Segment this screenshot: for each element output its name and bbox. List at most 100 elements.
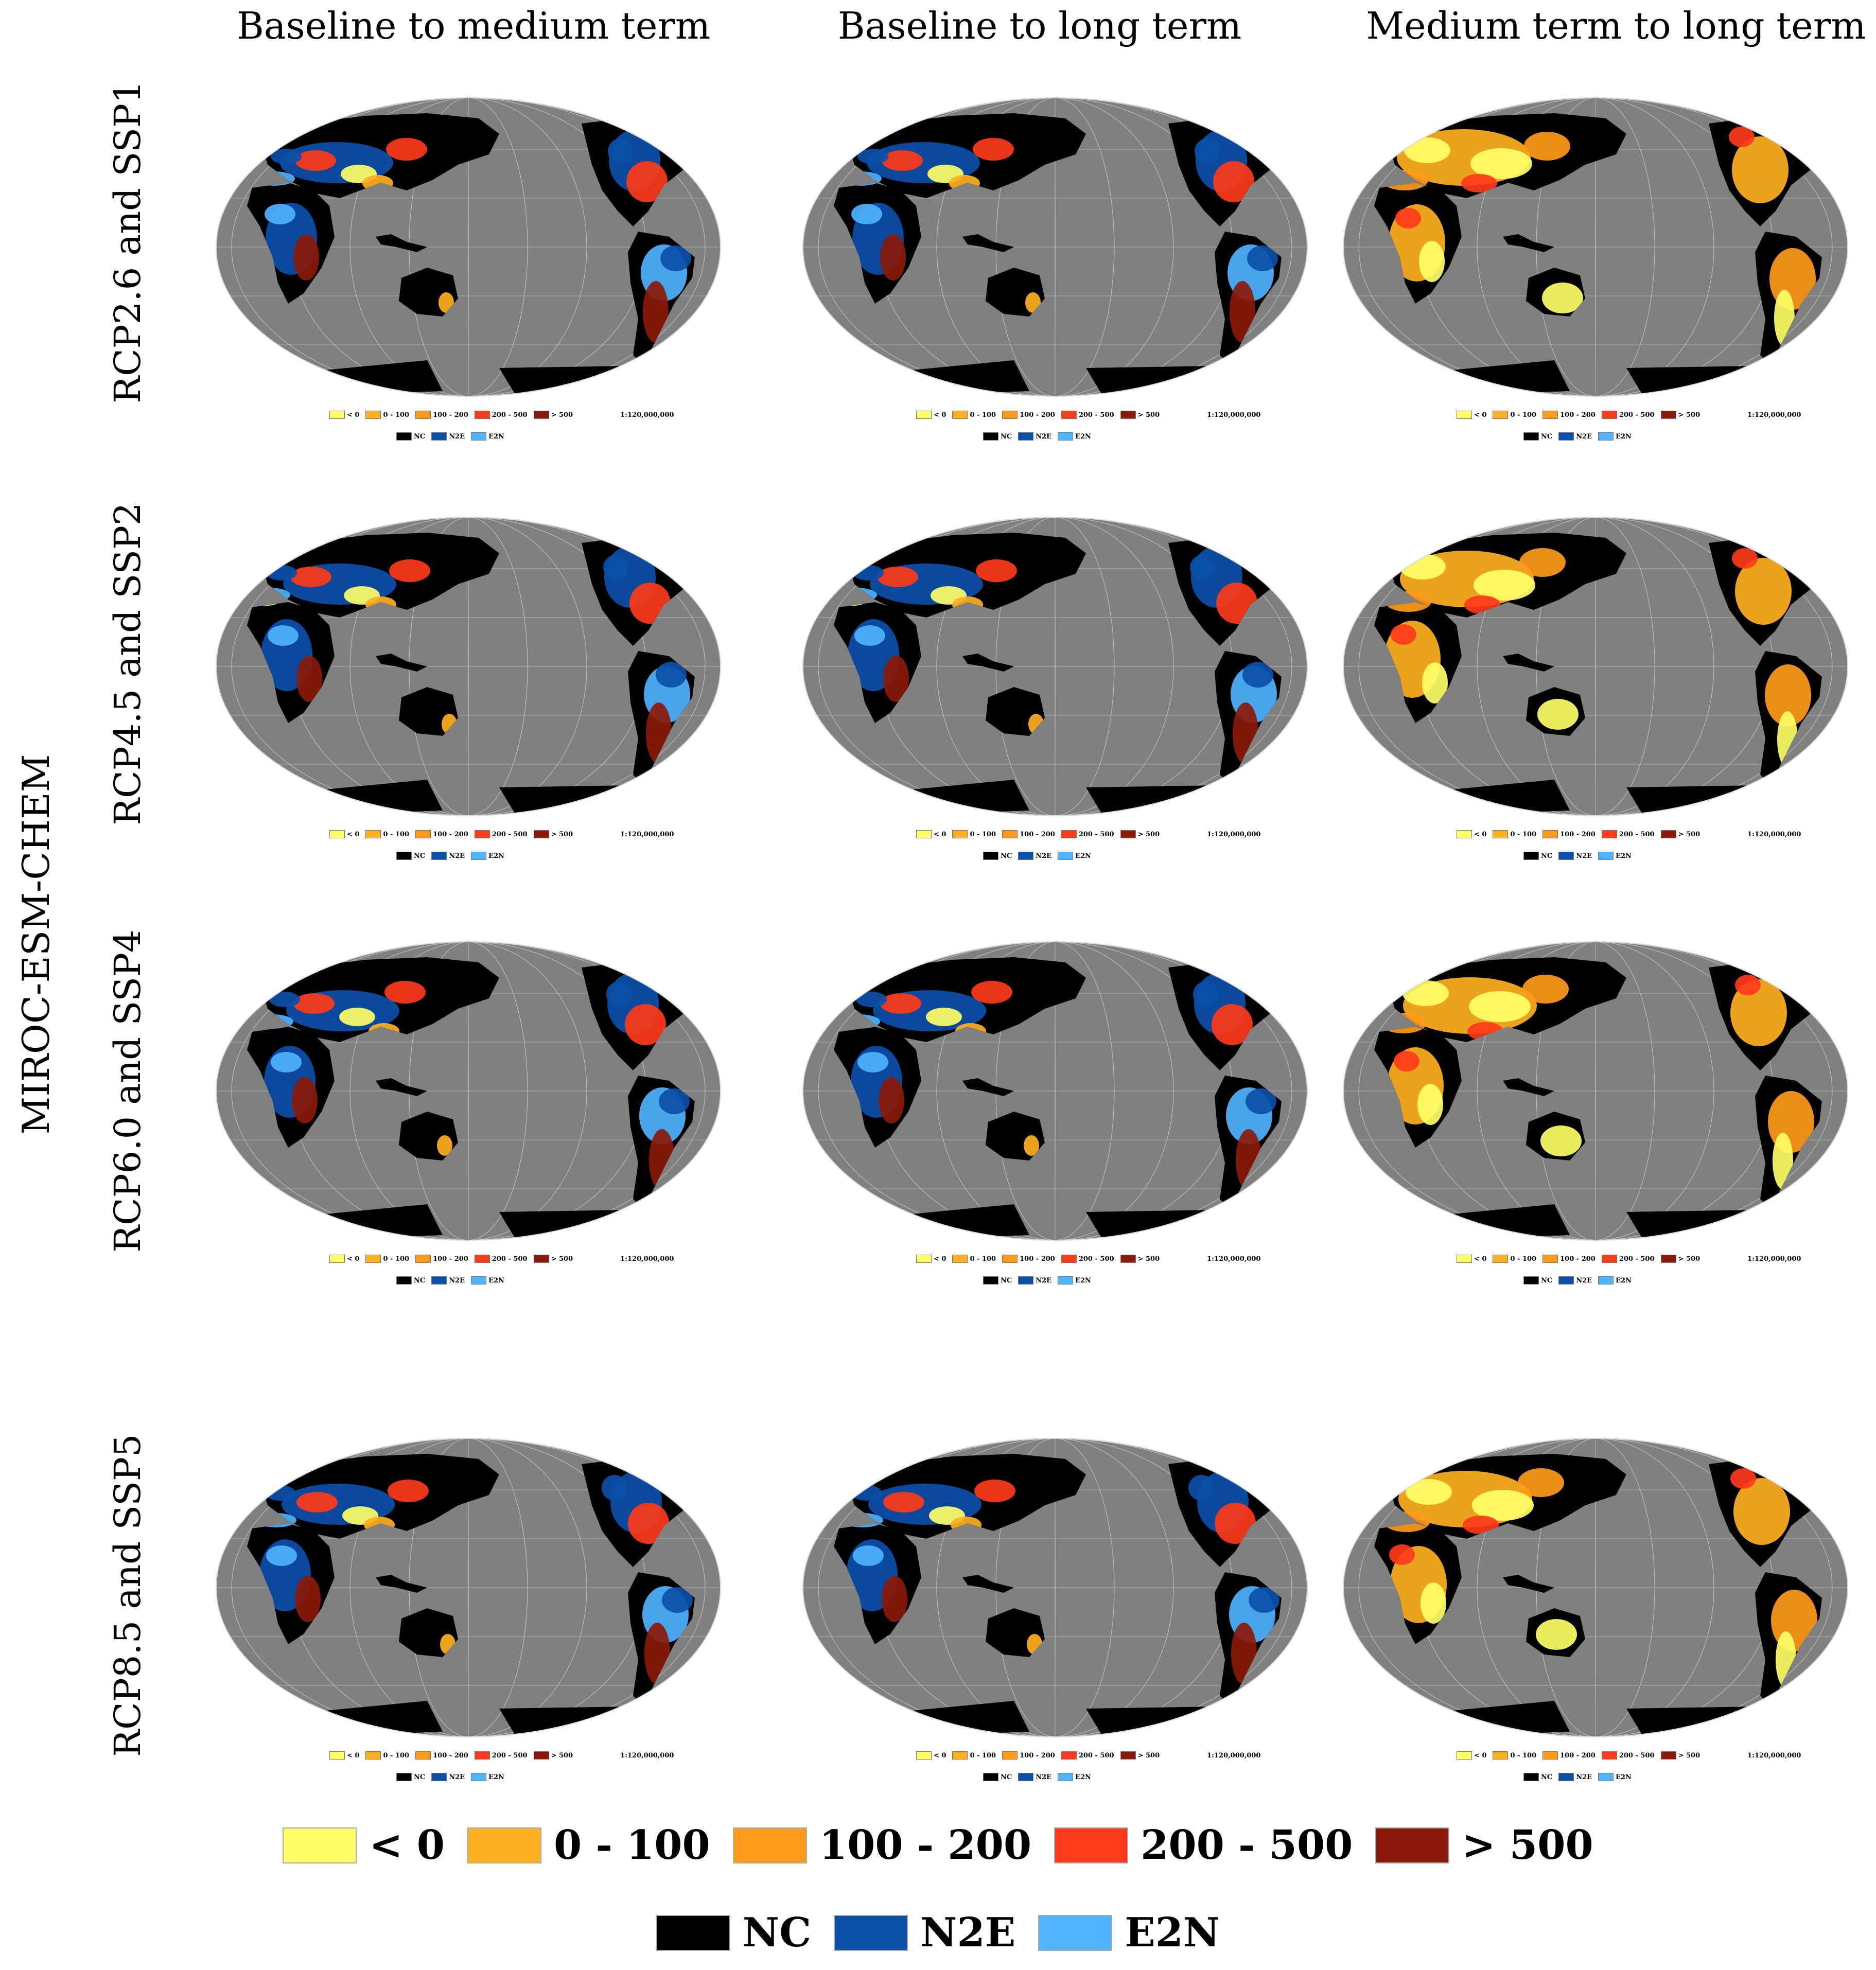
legend-label: E2N xyxy=(1075,432,1091,441)
legend-item-nc: NC xyxy=(656,1909,811,1956)
panel-legend-item: E2N xyxy=(1598,1773,1632,1781)
legend-label: 100 - 200 xyxy=(1020,830,1055,838)
landmass-greenland xyxy=(1251,533,1302,564)
legend-swatch xyxy=(396,432,412,441)
class-region xyxy=(853,1545,884,1566)
legend-swatch xyxy=(983,432,998,441)
panel-legend-item: N2E xyxy=(1558,1276,1592,1285)
panel-legend-item: E2N xyxy=(1058,1276,1091,1285)
legend-swatch xyxy=(1598,1773,1614,1781)
legend-label: 0 - 100 xyxy=(383,1751,410,1760)
panel-legend-item: E2N xyxy=(471,852,504,860)
class-region xyxy=(1729,127,1755,147)
legend-label: E2N xyxy=(488,1276,504,1285)
class-region xyxy=(1536,1619,1577,1650)
legend-swatch xyxy=(1061,411,1077,419)
legend-label: N2E xyxy=(1036,1773,1052,1781)
legend-swatch xyxy=(474,830,490,838)
class-region xyxy=(973,138,1014,161)
class-region xyxy=(971,981,1012,1004)
panel-legend-item: N2E xyxy=(1018,852,1051,860)
legend-swatch xyxy=(1018,852,1034,860)
world-map xyxy=(216,1438,721,1737)
map-border xyxy=(802,941,1308,1241)
landmass-greenland xyxy=(1791,1454,1843,1485)
map-border xyxy=(1343,517,1848,816)
class-region xyxy=(1463,1516,1499,1534)
panel-legend: < 0 0 - 100 100 - 200 200 - 500 > 500 1:120,0… xyxy=(916,1253,1287,1286)
panel-legend: < 0 0 - 100 100 - 200 200 - 500 > 500 1:120,0… xyxy=(1457,1750,1827,1783)
legend-label: E2N xyxy=(488,1773,504,1781)
map-panel: < 0 0 - 100 100 - 200 200 - 500 > 500 1:120,0… xyxy=(798,87,1312,479)
legend-swatch xyxy=(1542,830,1558,838)
legend-swatch xyxy=(916,411,932,419)
class-region xyxy=(266,1545,297,1566)
class-region xyxy=(1469,991,1531,1022)
legend-swatch xyxy=(1120,1751,1136,1760)
panel-legend-item: > 500 xyxy=(1120,411,1160,419)
class-region xyxy=(854,625,885,646)
class-region xyxy=(857,1052,888,1072)
row-label: RCP6.0 and SSP4 xyxy=(107,929,149,1253)
panel-legend-item: E2N xyxy=(1598,852,1632,860)
class-region xyxy=(1732,136,1789,203)
panel-legend-item: < 0 xyxy=(329,411,359,419)
legend-label: < 0 xyxy=(1474,1751,1487,1760)
class-region xyxy=(1524,132,1570,161)
class-region xyxy=(656,662,687,688)
class-region xyxy=(388,1480,429,1502)
scale-text: 1:120,000,000 xyxy=(1747,830,1801,838)
landmass-indonesia xyxy=(962,1575,1014,1593)
panel-legend-item: 100 - 200 xyxy=(1002,830,1055,838)
panel-legend-item: NC xyxy=(396,1276,425,1285)
panel-legend-item: N2E xyxy=(1558,432,1592,441)
graticule-meridian xyxy=(231,1438,706,1737)
legend-label: > 500 xyxy=(1678,830,1700,838)
legend-label: E2N xyxy=(1075,852,1091,860)
legend-label: E2N xyxy=(1616,432,1632,441)
legend-label: 100 - 200 xyxy=(1560,1751,1596,1760)
class-region xyxy=(1765,664,1811,726)
legend-label: 100 - 200 xyxy=(1020,1751,1055,1760)
legend-swatch xyxy=(1601,830,1617,838)
legend-label: NC xyxy=(1001,1773,1012,1781)
legend-swatch xyxy=(415,1751,431,1760)
panel-legend-item: 100 - 200 xyxy=(1542,1255,1596,1263)
class-region xyxy=(608,138,634,164)
legend-label: > 500 xyxy=(1137,1751,1160,1760)
panel-legend-item: > 500 xyxy=(1660,1255,1700,1263)
legend-swatch xyxy=(1002,411,1018,419)
map-border xyxy=(1343,941,1848,1241)
panel-legend: < 0 0 - 100 100 - 200 200 - 500 > 500 1:120,0… xyxy=(1457,829,1827,861)
class-region xyxy=(1522,975,1569,1004)
panel-legend-item: E2N xyxy=(1598,1276,1632,1285)
panel-legend-item: > 500 xyxy=(1660,1751,1700,1760)
graticule-meridian xyxy=(1358,1438,1833,1737)
landmass-antarcticaR xyxy=(1086,1209,1251,1238)
panel-legend: < 0 0 - 100 100 - 200 200 - 500 > 500 1:120,0… xyxy=(916,409,1287,442)
legend-swatch xyxy=(1660,830,1676,838)
class-region xyxy=(1395,208,1421,228)
legend-swatch xyxy=(1523,1773,1539,1781)
legend-label: NC xyxy=(414,432,426,441)
legend-swatch xyxy=(1061,1751,1077,1760)
class-region xyxy=(603,555,629,581)
graticule-meridian xyxy=(1477,517,1714,816)
panel-legend-item: < 0 xyxy=(1457,1255,1486,1263)
panel-legend-item: 200 - 500 xyxy=(474,411,528,419)
legend-swatch xyxy=(1660,1751,1676,1760)
scale-text: 1:120,000,000 xyxy=(620,1255,674,1263)
legend-swatch xyxy=(1558,1773,1574,1781)
legend-label: 100 - 200 xyxy=(819,1822,1032,1869)
legend-swatch xyxy=(467,1827,542,1863)
map-panel: < 0 0 - 100 100 - 200 200 - 500 > 500 1:120,0… xyxy=(211,1428,726,1819)
landmass-indonesia xyxy=(962,234,1014,252)
class-region xyxy=(1024,1135,1039,1156)
legend-label: < 0 xyxy=(1474,411,1487,419)
graticule-meridian xyxy=(818,1438,1292,1737)
class-region xyxy=(1461,174,1497,192)
legend-swatch xyxy=(834,1914,908,1951)
legend-swatch xyxy=(983,1276,998,1285)
scale-text: 1:120,000,000 xyxy=(1207,1255,1261,1263)
panel-legend-item: E2N xyxy=(471,1276,504,1285)
